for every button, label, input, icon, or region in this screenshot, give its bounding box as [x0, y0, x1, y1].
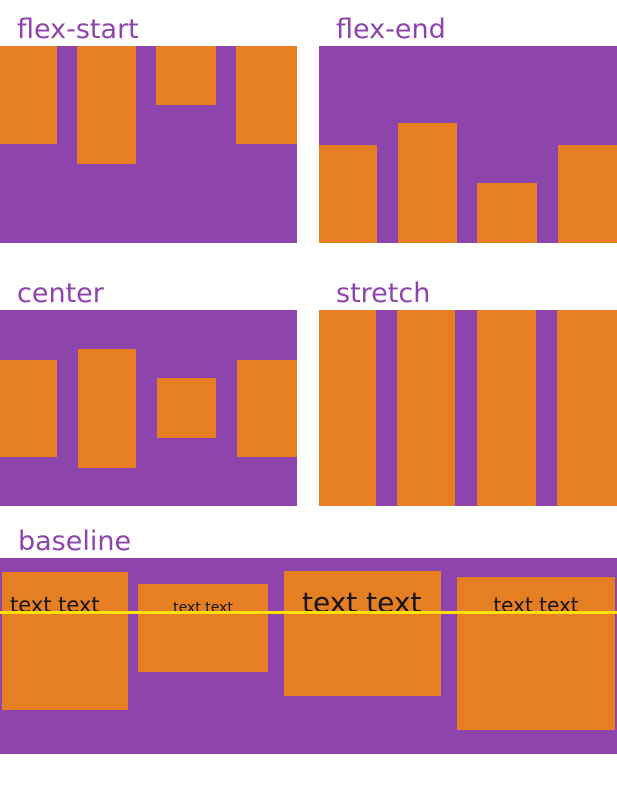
- panel-flex-end: flex-end: [319, 13, 617, 243]
- flex-item: [78, 348, 136, 468]
- flex-item: [397, 310, 456, 506]
- flex-item: [319, 310, 376, 506]
- panel-label-flex-end: flex-end: [336, 14, 446, 45]
- panel-baseline: baseline text text text text text text text…: [0, 525, 617, 754]
- flex-item: [157, 378, 216, 438]
- flex-item: [0, 359, 57, 457]
- flex-item: [397, 123, 457, 243]
- flex-item: text text: [2, 572, 128, 710]
- flex-item: text text: [284, 571, 441, 696]
- panel-stretch: stretch: [319, 277, 617, 506]
- panel-label-flex-start: flex-start: [17, 14, 139, 45]
- flex-item: [556, 310, 617, 506]
- flex-item: [237, 359, 297, 457]
- flex-item: [477, 183, 538, 243]
- flex-container-flex-end: [319, 46, 617, 243]
- panel-flex-start: flex-start: [0, 13, 297, 243]
- flex-container-baseline: text text text text text text text text: [0, 558, 617, 754]
- panel-label-center: center: [17, 278, 104, 309]
- flex-item: [0, 46, 57, 144]
- flex-item: [319, 145, 377, 243]
- flex-container-stretch: [319, 310, 617, 506]
- flex-item: text text: [457, 577, 615, 730]
- flex-item: [557, 145, 617, 243]
- baseline-rule-line: [0, 611, 617, 614]
- panel-center: center: [0, 277, 297, 506]
- flex-item: text text: [138, 584, 268, 672]
- panel-label-baseline: baseline: [18, 526, 132, 557]
- flex-item: [77, 46, 136, 164]
- panel-label-stretch: stretch: [336, 278, 431, 309]
- flex-item: [236, 46, 297, 144]
- flex-container-center: [0, 310, 297, 506]
- flex-container-flex-start: [0, 46, 297, 243]
- flex-item: [156, 46, 216, 105]
- flex-item: [476, 310, 536, 506]
